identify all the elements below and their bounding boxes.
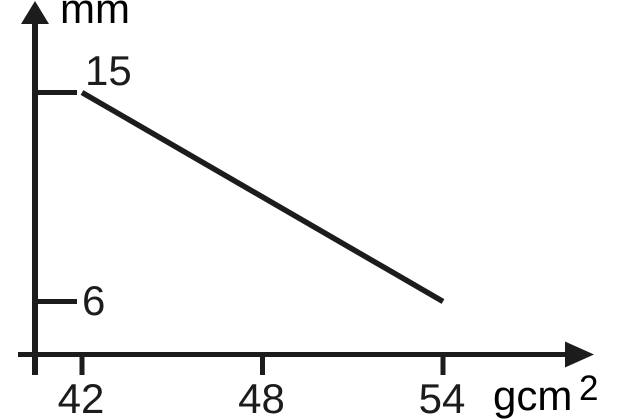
axes-layer (18, 1, 594, 375)
y-axis-label: mm (60, 0, 130, 32)
x-tick-label-54: 54 (419, 375, 466, 420)
x-tick-label-48: 48 (238, 375, 285, 420)
tick-labels-layer: 15 6 42 48 54 (58, 47, 466, 420)
y-tick-label-6: 6 (82, 277, 105, 324)
y-axis-arrowhead (21, 1, 49, 24)
x-axis-arrowhead (565, 341, 594, 368)
y-tick-label-15: 15 (85, 47, 132, 94)
ticks-layer (35, 90, 446, 375)
x-tick-label-42: 42 (58, 375, 105, 420)
series-measurement-line (80, 90, 445, 304)
data-series-layer (80, 90, 445, 304)
x-axis-label: gcm (493, 372, 572, 419)
x-axis-label-superscript: 2 (579, 369, 598, 408)
